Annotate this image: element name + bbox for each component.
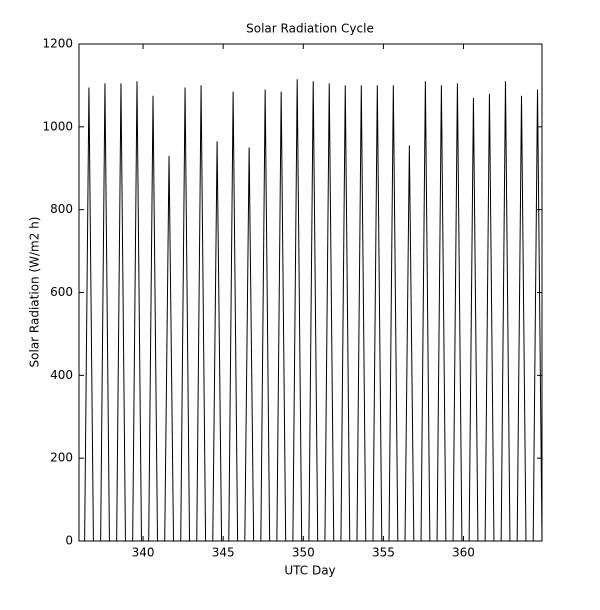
x-tick-label: 355 [372,546,395,560]
y-tick-label: 0 [65,534,73,548]
x-tick-label: 345 [212,546,235,560]
x-tick-label: 360 [452,546,475,560]
y-tick-label: 400 [50,368,73,382]
y-tick-label: 1200 [42,37,73,51]
y-tick-label: 800 [50,202,73,216]
x-tick-label: 340 [132,546,155,560]
x-axis-label: UTC Day [284,564,335,578]
x-tick-label: 350 [292,546,315,560]
y-axis-label: Solar Radiation (W/m2 h) [28,217,42,368]
chart-title: Solar Radiation Cycle [246,22,374,36]
y-tick-label: 200 [50,451,73,465]
data-line [84,79,543,542]
y-tick-label: 600 [50,285,73,299]
y-tick-label: 1000 [42,119,73,133]
plot-frame [78,43,543,542]
